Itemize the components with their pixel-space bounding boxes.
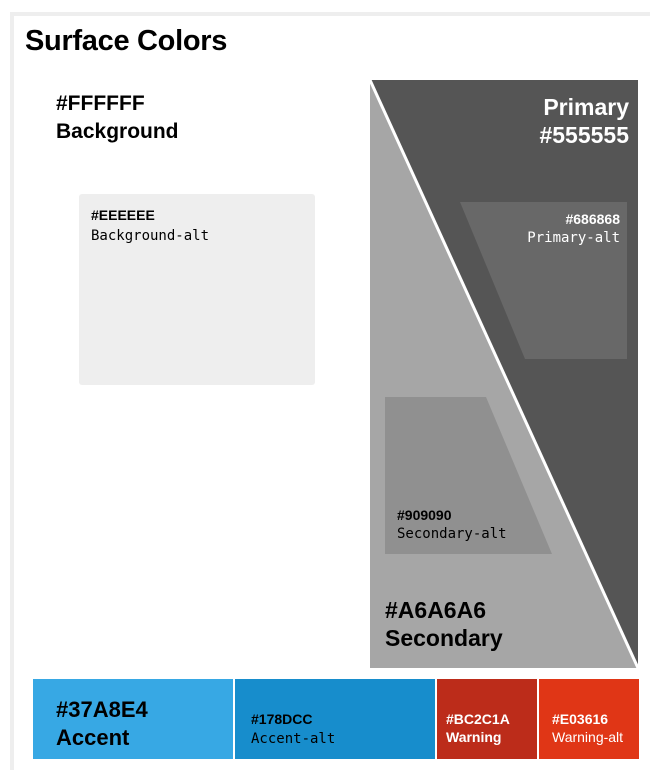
accent-alt-swatch: #178DCC Accent-alt	[235, 679, 435, 759]
secondary-hex: #A6A6A6	[385, 597, 486, 623]
diagonal-divider	[370, 80, 638, 668]
accent-alt-hex: #178DCC	[251, 711, 313, 727]
accent-alt-name: Accent-alt	[251, 731, 336, 747]
warning-swatch: #BC2C1A Warning	[437, 679, 537, 759]
background-swatch-label: #FFFFFF Background	[56, 90, 179, 146]
background-alt-hex: #EEEEEE	[91, 207, 155, 223]
primary-alt-swatch-label: #686868 Primary-alt	[527, 211, 620, 246]
primary-alt-name: Primary-alt	[527, 230, 620, 246]
accent-swatch-label: #37A8E4 Accent	[56, 696, 148, 752]
warning-hex: #BC2C1A	[446, 711, 510, 727]
panel-border-top	[10, 12, 650, 16]
secondary-name: Secondary	[385, 625, 503, 651]
primary-alt-hex: #686868	[565, 211, 620, 227]
accent-swatch: #37A8E4 Accent	[33, 679, 233, 759]
background-name: Background	[56, 120, 179, 143]
secondary-swatch-label: #A6A6A6 Secondary	[385, 596, 503, 652]
secondary-alt-swatch-label: #909090 Secondary-alt	[397, 507, 507, 542]
secondary-alt-hex: #909090	[397, 507, 452, 523]
background-alt-name: Background-alt	[91, 228, 210, 244]
primary-name: Primary	[543, 94, 629, 120]
warning-alt-swatch: #E03616 Warning-alt	[539, 679, 639, 759]
panel-border-left	[10, 12, 14, 770]
warning-alt-name: Warning-alt	[552, 729, 624, 745]
accent-hex: #37A8E4	[56, 697, 148, 722]
primary-alt-swatch-shape	[460, 202, 627, 359]
primary-hex: #555555	[539, 122, 629, 148]
accent-name: Accent	[56, 725, 130, 750]
secondary-alt-swatch-shape	[385, 397, 552, 554]
secondary-alt-name: Secondary-alt	[397, 526, 507, 542]
page-title: Surface Colors	[25, 25, 228, 57]
background-hex: #FFFFFF	[56, 92, 145, 115]
primary-swatch-label: Primary #555555	[539, 93, 629, 149]
primary-secondary-swatch	[370, 80, 638, 668]
background-alt-swatch: #EEEEEE Background-alt	[79, 194, 315, 385]
warning-name: Warning	[446, 729, 502, 745]
warning-alt-hex: #E03616	[552, 711, 609, 727]
